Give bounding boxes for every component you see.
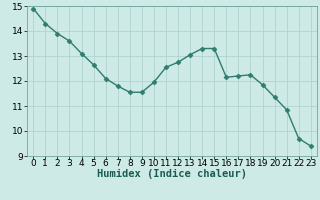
X-axis label: Humidex (Indice chaleur): Humidex (Indice chaleur) (97, 169, 247, 179)
